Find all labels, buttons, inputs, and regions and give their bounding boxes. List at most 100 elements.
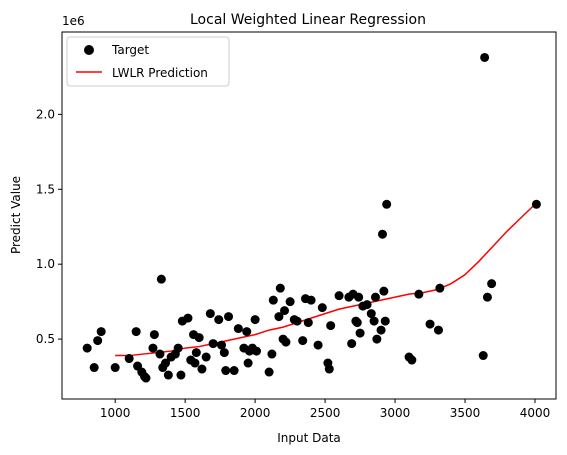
y-axis-offset-label: 1e6 — [62, 14, 85, 28]
target-point — [197, 364, 207, 374]
target-point — [250, 315, 260, 325]
target-point — [480, 52, 490, 62]
target-point — [233, 324, 243, 334]
target-point — [369, 316, 379, 326]
target-point — [487, 279, 497, 289]
target-point — [224, 312, 234, 322]
y-tick-label: 2.0 — [36, 107, 55, 121]
target-point — [354, 292, 364, 302]
target-point — [334, 291, 344, 301]
target-point — [252, 346, 262, 356]
x-axis-ticks: 1000 1500 2000 2500 3000 3500 4000 — [100, 399, 550, 420]
chart-title: Local Weighted Linear Regression — [190, 12, 426, 28]
target-point — [414, 289, 424, 299]
target-point — [292, 316, 302, 326]
target-point — [280, 306, 290, 316]
target-point — [370, 292, 380, 302]
target-point — [372, 334, 382, 344]
target-point — [264, 367, 274, 377]
y-tick-label: 1.0 — [36, 257, 55, 271]
target-point — [82, 343, 92, 353]
target-point — [303, 318, 313, 328]
target-point — [482, 292, 492, 302]
target-point — [366, 309, 376, 319]
target-point — [313, 340, 323, 350]
target-point — [221, 366, 231, 376]
x-axis-label: Input Data — [277, 431, 341, 445]
target-point — [96, 327, 106, 337]
legend: Target LWLR Prediction — [66, 36, 230, 87]
x-tick-label: 2000 — [240, 406, 271, 420]
y-axis-label: Predict Value — [9, 176, 23, 254]
target-point — [191, 348, 201, 358]
lwlr-prediction-line — [115, 203, 536, 357]
target-point — [306, 295, 316, 305]
target-point — [93, 336, 103, 346]
target-point — [217, 340, 227, 350]
target-point — [148, 343, 158, 353]
target-point — [347, 339, 357, 349]
target-point — [298, 336, 308, 346]
target-point — [183, 313, 193, 323]
plot-area — [62, 32, 556, 399]
target-point — [355, 328, 365, 338]
target-point — [382, 199, 392, 209]
legend-target-label: Target — [111, 43, 149, 57]
x-tick-label: 3000 — [380, 406, 411, 420]
y-tick-label: 1.5 — [36, 182, 55, 196]
target-point — [214, 315, 224, 325]
target-point — [433, 325, 443, 335]
target-point — [208, 339, 218, 349]
x-tick-label: 3500 — [450, 406, 481, 420]
target-point — [242, 327, 252, 337]
target-point — [156, 274, 166, 284]
target-point — [317, 303, 327, 313]
x-tick-label: 2500 — [310, 406, 341, 420]
x-tick-label: 4000 — [520, 406, 551, 420]
target-point — [173, 343, 183, 353]
target-point — [274, 312, 284, 322]
target-point — [205, 309, 215, 319]
target-point — [326, 321, 336, 331]
y-axis-ticks: 0.5 1.0 1.5 2.0 — [36, 107, 62, 346]
target-point — [352, 318, 362, 328]
target-point — [285, 297, 295, 307]
target-point — [161, 358, 171, 368]
target-point — [89, 363, 99, 373]
target-point — [194, 333, 204, 343]
target-point — [380, 316, 390, 326]
legend-lwlr-label: LWLR Prediction — [112, 66, 208, 80]
target-point — [324, 364, 334, 374]
target-point — [268, 295, 278, 305]
target-point — [229, 366, 239, 376]
target-point — [267, 349, 277, 359]
target-point — [243, 358, 253, 368]
legend-target-marker — [84, 45, 94, 55]
target-point — [478, 351, 488, 361]
target-point — [141, 373, 151, 383]
target-point — [201, 352, 211, 362]
x-tick-label: 1000 — [100, 406, 131, 420]
target-point — [190, 358, 200, 368]
target-point — [281, 337, 291, 347]
target-point — [155, 349, 165, 359]
target-point — [379, 286, 389, 296]
target-series — [82, 52, 541, 383]
target-point — [425, 319, 435, 329]
target-point — [131, 327, 141, 337]
target-point — [275, 283, 285, 293]
target-point — [362, 300, 372, 310]
target-point — [219, 348, 229, 358]
y-tick-label: 0.5 — [36, 332, 55, 346]
legend-box — [66, 36, 230, 87]
target-point — [377, 229, 387, 239]
target-point — [376, 325, 386, 335]
target-point — [110, 363, 120, 373]
lwlr-prediction-series — [115, 203, 536, 357]
target-point — [435, 283, 445, 293]
target-point — [407, 355, 417, 365]
target-point — [124, 354, 134, 364]
target-point — [531, 199, 541, 209]
target-point — [176, 370, 186, 380]
